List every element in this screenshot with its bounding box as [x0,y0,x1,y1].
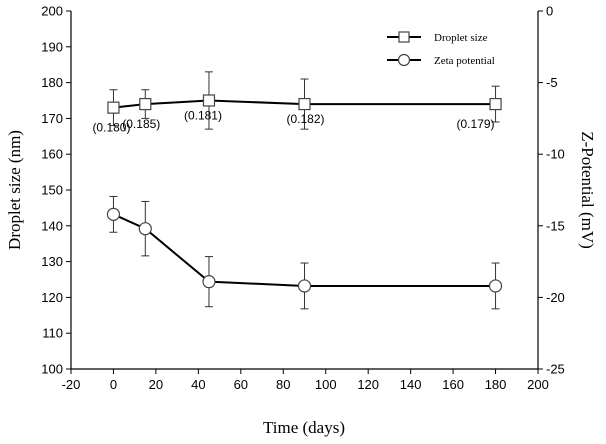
y2-axis-title: Z-Potential (mV) [578,131,597,249]
legend-square-marker [398,31,410,43]
x-tick-label: 80 [276,377,290,392]
y2-tick-label: -15 [546,218,565,233]
y2-tick-label: 0 [546,4,553,19]
x-tick-label: 180 [485,377,507,392]
x-tick-label: 140 [400,377,422,392]
x-tick-label: 60 [234,377,248,392]
y-tick-label: 110 [42,326,63,341]
y-tick-label: 190 [41,39,63,54]
legend: Droplet size Zeta potential [387,31,495,67]
data-point-circle [106,207,121,221]
y2-tick-label: -20 [546,290,565,305]
series-layer: (0.180)(0.185) (0.181) (0.182) (0.179) [92,71,503,310]
y2-tick-label: -10 [546,147,565,162]
y-tick-label: 180 [41,75,63,90]
x-tick-label: 40 [191,377,205,392]
y-tick-label: 120 [41,290,63,305]
x-tick-label: 100 [315,377,337,392]
data-point-circle [202,275,216,289]
y-tick-label: 100 [41,362,63,377]
y-tick-label: 130 [41,254,63,269]
series-zeta-potential [106,195,503,310]
data-label: (0.180) [92,121,130,135]
legend-label-droplet-size: Droplet size [434,32,488,44]
data-point-circle [488,279,503,293]
x-tick-label: 200 [527,377,549,392]
y-tick-label: 200 [41,4,63,19]
x-axis-title: Time (days) [263,418,345,437]
y-axis-title: Droplet size (nm) [5,130,24,250]
y2-axis-ticks: 0 -5 -10 -15 -20 -25 [538,4,565,377]
series-droplet-size: (0.180)(0.185) (0.181) (0.182) (0.179) [92,71,502,135]
legend-item-zeta-potential: Zeta potential [387,53,495,67]
data-point-square [489,97,502,111]
y2-tick-label: -5 [546,75,558,90]
y-tick-label: 140 [41,218,63,233]
data-label: (0.182) [286,112,324,126]
x-tick-label: -20 [62,377,81,392]
data-label: (0.181) [184,109,222,123]
x-tick-label: 20 [149,377,163,392]
data-point-circle [138,222,152,236]
legend-item-droplet-size: Droplet size [387,31,488,44]
x-tick-label: 160 [442,377,464,392]
x-tick-label: 120 [357,377,379,392]
legend-label-zeta-potential: Zeta potential [434,55,495,67]
data-point-square [107,101,120,114]
y-tick-label: 150 [41,183,63,198]
data-point-square [139,97,152,111]
y-tick-label: 170 [41,111,63,126]
y2-tick-label: -25 [546,362,565,377]
y-axis-ticks: 100 110 120 130 140 150 160 170 180 190 200 [41,4,71,377]
y-tick-label: 160 [41,147,63,162]
legend-circle-marker [397,53,411,67]
data-label: (0.179) [457,117,495,131]
x-axis-ticks: -20 0 20 40 60 80 100 120 140 160 180 200 [62,369,549,392]
data-label: (0.185) [122,117,160,131]
data-point-square [298,97,311,111]
data-point-square [202,94,216,107]
x-tick-label: 0 [110,377,117,392]
data-point-circle [297,279,312,293]
